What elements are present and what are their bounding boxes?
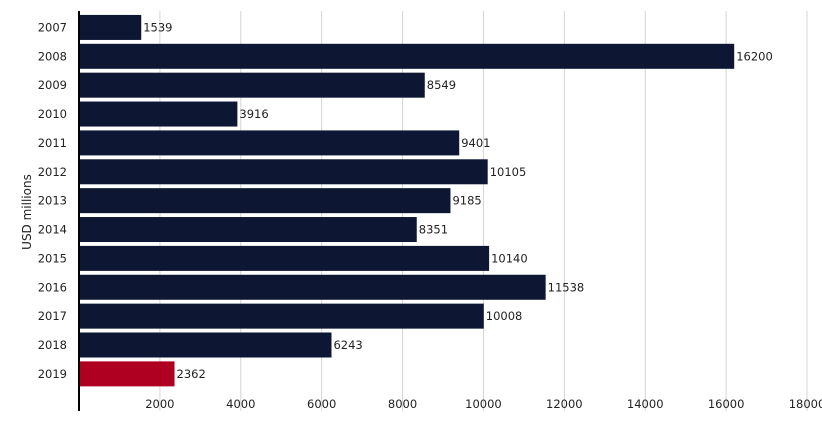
data-label: 16200: [736, 49, 773, 63]
x-tick-label: 14000: [627, 397, 664, 411]
data-label: 3916: [239, 107, 268, 121]
bar-2019: [79, 361, 175, 387]
category-label: 2010: [38, 107, 67, 121]
category-label: 2017: [38, 309, 67, 323]
bar-2011: [79, 130, 460, 156]
bar-2017: [79, 303, 484, 329]
category-label: 2014: [38, 223, 67, 237]
category-label: 2011: [38, 136, 67, 150]
category-label: 2015: [38, 251, 67, 265]
data-label: 11538: [548, 280, 585, 294]
x-tick-label: 2000: [145, 397, 174, 411]
category-label: 2019: [38, 367, 67, 381]
x-tick-label: 8000: [388, 397, 417, 411]
category-label: 2018: [38, 338, 67, 352]
data-label: 6243: [333, 338, 362, 352]
x-tick-labels: 2000 4000 6000 8000 10000 12000 14000 16000 1800…: [145, 397, 822, 411]
category-label: 2008: [38, 49, 67, 63]
category-label: 2016: [38, 280, 67, 294]
data-label: 8549: [427, 78, 456, 92]
data-label: 10140: [491, 251, 528, 265]
category-label: 2007: [38, 20, 67, 34]
bar-2014: [79, 217, 417, 243]
bar-2009: [79, 72, 425, 98]
data-label: 10105: [490, 165, 527, 179]
bars: 1539 16200 8549 3916 9401 10105 9185 8351 10140 1…: [79, 14, 773, 387]
x-tick-label: 18000: [789, 397, 822, 411]
category-labels: 2007 2008 2009 2010 2011 2012 2013 2014 2015 2016…: [38, 20, 67, 380]
y-axis-label: USD millions: [20, 174, 34, 250]
bar-2012: [79, 159, 488, 185]
category-label: 2009: [38, 78, 67, 92]
x-tick-label: 16000: [708, 397, 745, 411]
bar-2018: [79, 332, 332, 358]
bar-2010: [79, 101, 238, 127]
x-tick-label: 4000: [226, 397, 255, 411]
x-tick-label: 6000: [307, 397, 336, 411]
data-label: 9401: [461, 136, 490, 150]
bar-2007: [79, 14, 142, 40]
category-label: 2012: [38, 165, 67, 179]
data-label: 10008: [486, 309, 523, 323]
data-label: 1539: [143, 20, 172, 34]
bar-2013: [79, 188, 451, 214]
bar-2016: [79, 274, 546, 300]
bar-2015: [79, 245, 490, 271]
category-label: 2013: [38, 194, 67, 208]
x-tick-label: 10000: [465, 397, 502, 411]
data-label: 2362: [177, 367, 206, 381]
data-label: 9185: [452, 194, 481, 208]
x-tick-label: 12000: [546, 397, 583, 411]
bar-2008: [79, 43, 735, 69]
data-label: 8351: [419, 223, 448, 237]
